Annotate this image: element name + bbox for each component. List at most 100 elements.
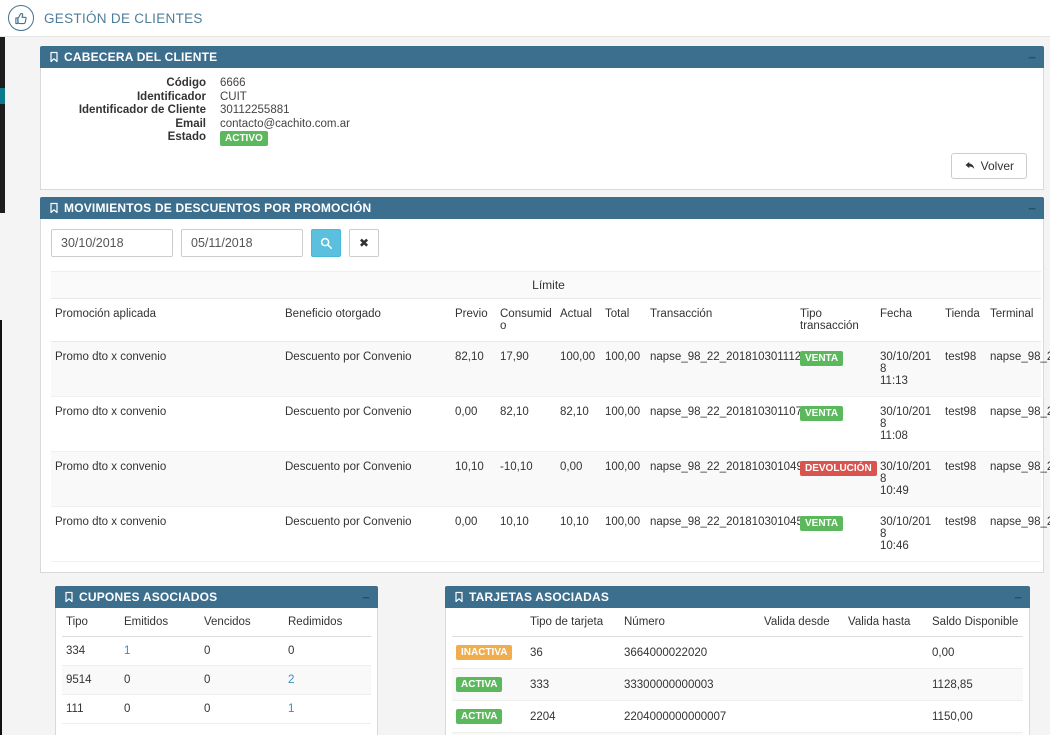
panel-cupones: CUPONES ASOCIADOS − Tipo Emitidos Vencid… (55, 586, 378, 735)
table-row: INACTIVA 36 3664000022020 0,00 (452, 637, 1023, 669)
cell-actual: 82,10 (560, 406, 589, 418)
cell-consumido: -10,10 (500, 461, 533, 473)
cell-fecha: 30/10/2018 11:08 (880, 406, 932, 442)
search-icon (320, 237, 333, 250)
date-from-input[interactable] (51, 229, 173, 257)
volver-button[interactable]: Volver (950, 153, 1027, 179)
cell-vencidos: 0 (204, 674, 211, 686)
field-value: contacto@cachito.com.ar (220, 117, 350, 130)
cell-vencidos: 0 (204, 645, 211, 657)
transaction-type-badge: VENTA (800, 351, 844, 366)
cell-beneficio: Descuento por Convenio (285, 406, 412, 418)
col-consumido: Consumido (496, 298, 556, 342)
collapse-icon[interactable]: − (1028, 49, 1036, 65)
bookmark-icon (50, 202, 58, 214)
field-label: Código (166, 77, 206, 89)
panel-movimientos: MOVIMIENTOS DE DESCUENTOS POR PROMOCIÓN … (40, 197, 1050, 573)
collapse-icon[interactable]: − (362, 589, 370, 605)
col-actual: Actual (556, 298, 601, 342)
col-beneficio: Beneficio otorgado (281, 298, 451, 342)
card-status-badge: ACTIVA (456, 709, 503, 724)
thumbs-up-icon (8, 5, 34, 31)
cell-tienda: test98 (945, 351, 977, 363)
cupones-header-row: Tipo Emitidos Vencidos Redimidos (62, 608, 371, 637)
col-valida-desde: Valida desde (760, 608, 844, 637)
topbar: GESTIÓN DE CLIENTES (0, 0, 1050, 37)
cell-consumido: 17,90 (500, 351, 529, 363)
cell-terminal: napse_98_22 (990, 461, 1050, 473)
collapse-icon[interactable]: − (1014, 589, 1022, 605)
field-value: 6666 (220, 77, 246, 89)
field-label: Identificador de Cliente (78, 104, 206, 116)
panel-movimientos-header: MOVIMIENTOS DE DESCUENTOS POR PROMOCIÓN … (40, 197, 1044, 219)
col-tipo: Tipo (62, 608, 120, 637)
cell-desde (760, 701, 844, 733)
table-row: ACTIVA 333 33300000000003 1128,85 (452, 668, 1023, 701)
tarjetas-header-row: Tipo de tarjeta Número Valida desde Vali… (452, 608, 1023, 637)
limit-group-header: Límite (451, 271, 646, 299)
transaction-type-badge: VENTA (800, 516, 844, 531)
cell-transaccion: napse_98_22_20181030104922 (650, 461, 816, 473)
cell-beneficio: Descuento por Convenio (285, 461, 412, 473)
cell-actual: 100,00 (560, 351, 596, 363)
status-badge: ACTIVO (220, 131, 268, 146)
transaction-type-badge: DEVOLUCIÓN (800, 461, 877, 476)
date-to-input[interactable] (181, 229, 303, 257)
collapse-icon[interactable]: − (1028, 200, 1036, 216)
cell-fecha: 30/10/2018 10:49 (880, 461, 932, 497)
left-border-line (0, 320, 2, 735)
cell-redimidos: 0 (288, 645, 295, 657)
col-terminal: Terminal (986, 298, 1042, 342)
panel-cabecera-header: CABECERA DEL CLIENTE − (40, 46, 1044, 68)
bookmark-icon (65, 591, 73, 603)
cell-desde (760, 637, 844, 669)
clear-filter-button[interactable]: ✖ (349, 229, 379, 257)
cell-beneficio: Descuento por Convenio (285, 516, 412, 528)
panel-cupones-title: CUPONES ASOCIADOS (79, 590, 218, 604)
panel-movimientos-body: ✖ Límite Promoción aplicada Be (40, 219, 1050, 573)
col-fecha: Fecha (876, 298, 941, 342)
col-tipo-transaccion: Tipo transacción (796, 298, 876, 342)
field-label: Identificador (136, 90, 206, 103)
table-row: ACTIVA 1907 1907000000001 1500,00 (452, 732, 1023, 735)
cell-total: 100,00 (605, 516, 641, 528)
cell-transaccion: napse_98_22_20181030110759 (650, 406, 815, 418)
cell-desde (760, 669, 844, 701)
cell-actual: 10,10 (560, 516, 589, 528)
cell-tipo: 111 (66, 703, 84, 715)
cell-previo: 10,10 (455, 461, 484, 473)
transaction-type-badge: VENTA (800, 406, 844, 421)
cell-fecha: 30/10/2018 10:46 (880, 516, 932, 552)
table-row: 334 1 0 0 (62, 637, 371, 666)
cell-numero: 33300000000003 (624, 678, 714, 691)
field-value: CUIT (220, 90, 247, 103)
table-row: Promo dto x convenio Descuento por Conve… (51, 451, 1050, 507)
redimidos-count-link[interactable]: 1 (288, 703, 295, 715)
search-button[interactable] (311, 229, 341, 257)
col-previo: Previo (451, 298, 496, 342)
cell-fecha: 30/10/2018 11:13 (880, 351, 932, 387)
cell-terminal: napse_98_22 (990, 351, 1050, 363)
emitidos-count-link[interactable]: 1 (124, 645, 131, 657)
sidebar-sliver (0, 37, 5, 213)
table-row: ACTIVA 2204 2204000000000007 1150,00 (452, 701, 1023, 733)
back-arrow-icon (965, 161, 975, 169)
cell-emitidos: 0 (124, 703, 131, 715)
col-redimidos: Redimidos (284, 608, 371, 637)
cell-previo: 82,10 (455, 351, 484, 363)
cell-vencidos: 0 (204, 703, 211, 715)
cell-hasta (844, 669, 928, 701)
redimidos-count-link[interactable]: 2 (288, 674, 295, 686)
table-row: 9514 0 0 2 (62, 665, 371, 695)
date-filter-row: ✖ (51, 229, 1033, 257)
main-content: CABECERA DEL CLIENTE − Código 6666 Ident… (0, 37, 1050, 735)
col-vencidos: Vencidos (200, 608, 284, 637)
cell-previo: 0,00 (455, 406, 478, 418)
cupones-table: Tipo Emitidos Vencidos Redimidos 334 1 0… (62, 608, 371, 724)
close-icon: ✖ (358, 236, 370, 250)
cell-terminal: napse_98_22 (990, 406, 1050, 418)
cell-tipo-tarjeta: 333 (530, 678, 550, 691)
cell-numero: 3664000022020 (624, 646, 708, 659)
col-tienda: Tienda (941, 298, 986, 342)
cell-promocion: Promo dto x convenio (55, 351, 167, 363)
